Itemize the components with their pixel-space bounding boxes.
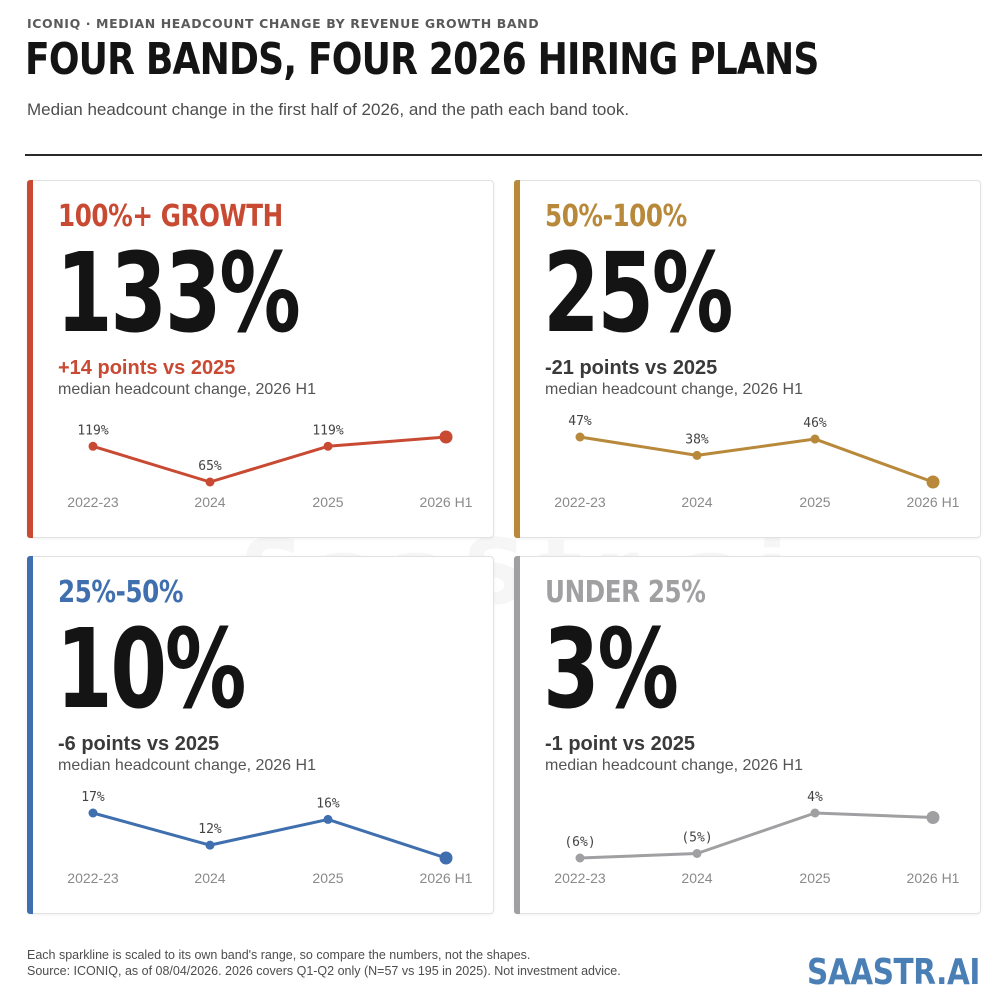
x-tick-label: 2024 [681,870,712,886]
data-label: 16% [316,796,340,811]
data-label: (6%) [564,835,595,850]
band-label: 25%-50% [58,575,184,610]
header-divider [25,154,982,156]
data-label: 4% [807,790,823,805]
page-subtitle: Median headcount change in the first hal… [27,100,630,119]
footnote-source: Source: ICONIQ, as of 08/04/2026. 2026 c… [27,964,621,978]
eyebrow: ICONIQ · MEDIAN HEADCOUNT CHANGE BY REVE… [27,16,540,31]
description-text: median headcount change, 2026 H1 [58,757,316,774]
data-label: 38% [685,432,709,447]
panel-25-50: 25%-50% 10% -6 points vs 2025 median hea… [27,556,494,914]
sparkline-point [205,477,215,487]
sparkline: 47% 2022-23 38% 2024 46% 2025 2026 H1 [554,414,960,510]
x-tick-label: 2025 [312,494,343,510]
x-tick-label: 2026 H1 [420,870,473,886]
data-label: 17% [81,790,105,805]
sparkline-point [205,840,215,850]
data-label: 119% [312,423,343,438]
band-label: 50%-100% [545,199,687,234]
data-label: 47% [568,414,592,429]
sparkline-point [810,434,820,444]
x-tick-label: 2024 [681,494,712,510]
sparkline-point [575,853,585,863]
footnote: Each sparkline is scaled to its own band… [27,947,621,979]
description-text: median headcount change, 2026 H1 [545,381,803,398]
sparkline-point [575,432,585,442]
footnote-scale: Each sparkline is scaled to its own band… [27,948,531,962]
panel-100-plus-growth: 100%+ GROWTH 133% +14 points vs 2025 med… [27,180,494,538]
x-tick-label: 2022-23 [554,870,606,886]
x-tick-label: 2025 [312,870,343,886]
sparkline: (6%) 2022-23 (5%) 2024 4% 2025 2026 H1 [554,790,960,886]
page-title: FOUR BANDS, FOUR 2026 HIRING PLANS [25,34,819,85]
x-tick-label: 2026 H1 [420,494,473,510]
description-text: median headcount change, 2026 H1 [545,757,803,774]
x-tick-label: 2026 H1 [907,494,960,510]
headline-value: 3% [543,605,679,733]
sparkline-path [579,811,934,860]
sparkline-end-point [439,430,453,444]
headline-value: 133% [56,229,301,357]
sparkline-path [92,435,447,484]
delta-text: -1 point vs 2025 [545,733,696,755]
panel-accent-bar [27,180,33,538]
panel-accent-bar [514,556,520,914]
sparkline-end-point [439,851,453,865]
x-tick-label: 2025 [799,494,830,510]
sparkline-end-point [926,811,940,824]
x-tick-label: 2022-23 [67,494,119,510]
brand-logo: SAASTR.AI [807,952,980,993]
panel-accent-bar [514,180,520,538]
sparkline-point [88,441,98,451]
x-tick-label: 2024 [194,494,225,510]
delta-text: -21 points vs 2025 [545,357,718,379]
sparkline-point [692,450,702,460]
panel-accent-bar [27,556,33,914]
description-text: median headcount change, 2026 H1 [58,381,316,398]
data-label: 46% [803,416,827,431]
band-label: UNDER 25% [545,575,706,610]
x-tick-label: 2025 [799,870,830,886]
sparkline-point [323,441,333,451]
sparkline-point [88,808,98,818]
x-tick-label: 2022-23 [67,870,119,886]
x-tick-label: 2022-23 [554,494,606,510]
sparkline-point [692,849,702,858]
data-label: 119% [77,423,108,438]
panel-under-25: UNDER 25% 3% -1 point vs 2025 median hea… [514,556,981,914]
panel-50-100: 50%-100% 25% -21 points vs 2025 median h… [514,180,981,538]
band-label: 100%+ GROWTH [58,199,283,234]
sparkline-path [92,811,447,860]
sparkline-point [810,808,820,818]
sparkline-end-point [926,475,940,489]
headline-value: 10% [56,605,246,733]
headline-value: 25% [543,229,733,357]
data-label: (5%) [681,831,712,846]
sparkline: 119% 2022-23 65% 2024 119% 2025 2026 H1 [67,423,473,510]
sparkline: 17% 2022-23 12% 2024 16% 2025 2026 H1 [67,790,473,886]
data-label: 12% [198,822,222,837]
delta-text: -6 points vs 2025 [58,733,220,755]
x-tick-label: 2024 [194,870,225,886]
sparkline-path [579,435,934,484]
delta-text: +14 points vs 2025 [58,357,236,379]
data-label: 65% [198,459,222,474]
x-tick-label: 2026 H1 [907,870,960,886]
sparkline-point [323,814,333,824]
